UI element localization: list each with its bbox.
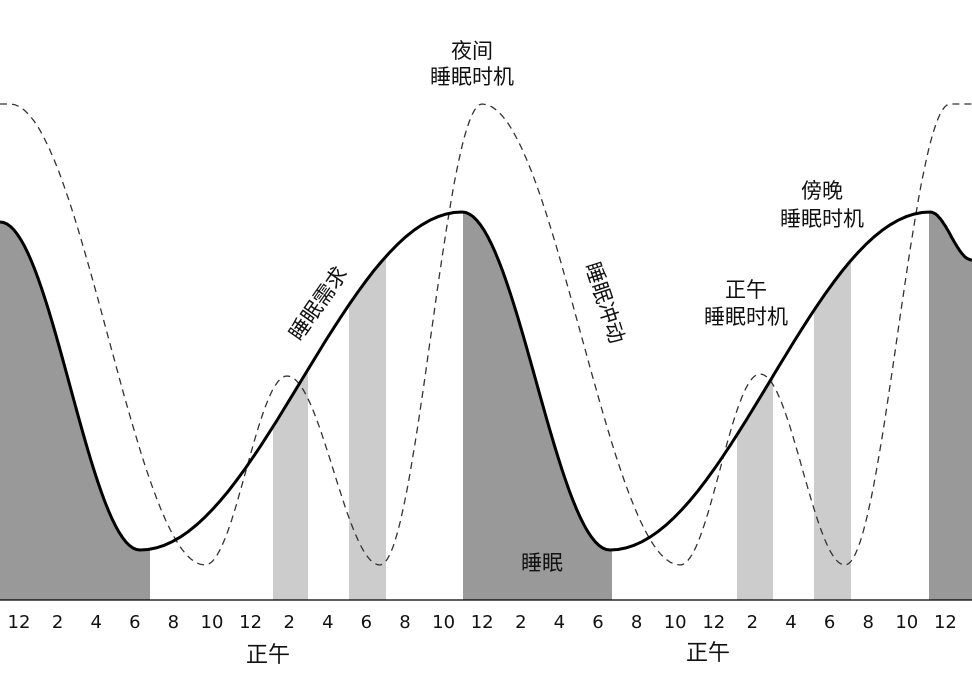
evening-window-label-line2: 睡眠时机 [780,207,864,231]
hour-tick-label: 4 [785,612,796,633]
hour-tick-label: 6 [129,612,140,633]
sleep-drive-curve [0,103,972,566]
noon-nap-shade-2 [737,376,773,600]
hour-tick-label: 12 [8,612,31,633]
hour-tick-label: 8 [399,612,410,633]
noon-label-2: 正午 [686,641,730,666]
hour-tick-label: 2 [52,612,63,633]
sleep-need-curve [0,210,972,552]
sleep-shade-1 [0,222,150,600]
sleep-shade-3 [929,212,972,600]
hour-tick-label: 10 [664,612,687,633]
night-window-label-line2: 睡眠时机 [430,65,514,89]
hour-tick-label: 8 [631,612,642,633]
evening-window-label-line1: 傍晚 [801,179,843,203]
hour-tick-label: 12 [471,612,494,633]
hour-tick-label: 2 [747,612,758,633]
shaded-periods [0,212,972,600]
hour-tick-label: 2 [283,612,294,633]
noon-window-label-line1: 正午 [725,278,767,302]
hour-tick-label: 4 [322,612,333,633]
hour-tick-label: 10 [201,612,224,633]
sleep-label: 睡眠 [521,551,563,575]
hour-tick-label: 6 [824,612,835,633]
hour-tick-label: 10 [895,612,918,633]
hour-tick-label: 8 [168,612,179,633]
hour-tick-label: 8 [862,612,873,633]
evening-nap-shade-2 [814,260,851,600]
night-window-label-line1: 夜间 [451,39,493,63]
hour-tick-label: 4 [554,612,565,633]
hour-tick-label: 12 [239,612,262,633]
sleep-need-label: 睡眠需求 [284,262,352,345]
sleep-drive-label: 睡眠冲动 [580,259,629,346]
hour-tick-label: 2 [515,612,526,633]
hour-tick-label: 4 [90,612,101,633]
hour-tick-label: 6 [592,612,603,633]
sleep-shade-2 [463,212,612,600]
hour-tick-label: 10 [432,612,455,633]
noon-label-1: 正午 [246,643,290,668]
noon-nap-shade-1 [273,369,308,600]
hour-tick-label: 12 [934,612,957,633]
hour-tick-labels: 12 2 4 6 8 10 12 2 4 6 8 10 12 2 4 6 8 10 12 2 4 6 8 10 12 [8,612,957,633]
evening-nap-shade-1 [349,256,386,600]
noon-window-label-line2: 睡眠时机 [704,305,788,329]
hour-tick-label: 6 [361,612,372,633]
hour-tick-label: 12 [702,612,725,633]
